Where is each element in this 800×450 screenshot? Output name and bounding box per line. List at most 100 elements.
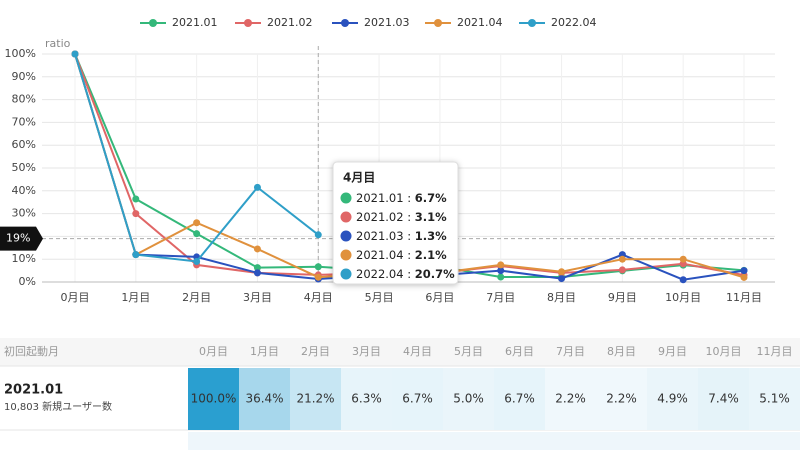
- x-tick-label: 8月目: [547, 291, 576, 304]
- point: [740, 267, 748, 275]
- tooltip-sep: :: [404, 248, 415, 262]
- table-col-header: 1月目: [250, 345, 279, 358]
- cell-label: 100.0%: [191, 392, 237, 406]
- tooltip-name: 2021.04: [356, 248, 404, 262]
- x-tick-label: 10月目: [665, 291, 701, 304]
- tooltip-title: 4月目: [343, 171, 375, 185]
- legend-label: 2021.01: [172, 16, 218, 29]
- point: [314, 263, 322, 271]
- x-tick-label: 4月目: [304, 291, 333, 304]
- point: [497, 267, 505, 275]
- tooltip-row: 2021.03 : 1.3%: [356, 229, 447, 243]
- tooltip-value: 6.7%: [415, 191, 447, 205]
- y-tick-label: 10%: [12, 252, 36, 265]
- tooltip-value: 1.3%: [415, 229, 447, 243]
- legend-dot: [244, 19, 252, 27]
- tooltip-row: 2021.01 : 6.7%: [356, 191, 447, 205]
- x-tick-label: 11月目: [726, 291, 762, 304]
- row-users: 10,803 新規ユーザー数: [4, 400, 112, 413]
- tooltip-value: 2.1%: [415, 248, 447, 262]
- heat-cell: [188, 368, 239, 430]
- cell-label: 5.0%: [453, 392, 484, 406]
- y-tick-label: 0%: [19, 275, 36, 288]
- cell-label: 36.4%: [245, 392, 283, 406]
- heat-cell: [545, 368, 596, 430]
- tooltip-sep: :: [404, 267, 415, 281]
- point: [253, 269, 261, 277]
- tooltip-dot: [340, 268, 352, 280]
- point: [132, 195, 140, 203]
- tooltip-bg: [332, 161, 459, 285]
- next-row-cells: [188, 432, 800, 450]
- y-tick-label: 30%: [12, 207, 36, 220]
- table-header-bg: [0, 338, 800, 366]
- point: [314, 231, 322, 239]
- x-tick-label: 9月目: [608, 291, 637, 304]
- point: [71, 50, 79, 58]
- heat-cell: [749, 368, 800, 430]
- point: [618, 255, 626, 263]
- heat-cell: [290, 368, 341, 430]
- y-tick-label: 100%: [5, 47, 36, 60]
- table-col-header: 9月目: [658, 345, 687, 358]
- point: [497, 261, 505, 269]
- heat-cell: [341, 368, 392, 430]
- y-tick-label: 50%: [12, 161, 36, 174]
- point: [558, 275, 566, 283]
- x-tick-label: 6月目: [425, 291, 454, 304]
- cell-label: 5.1%: [759, 392, 790, 406]
- table-col-header: 6月目: [505, 345, 534, 358]
- tooltip-dot: [340, 192, 352, 204]
- point: [193, 230, 201, 238]
- legend-dot: [149, 19, 157, 27]
- tooltip-row: 2021.04 : 2.1%: [356, 248, 447, 262]
- y-tick-label: 80%: [12, 93, 36, 106]
- cell-label: 4.9%: [657, 392, 688, 406]
- heat-cell: [443, 368, 494, 430]
- table-header: 初回起動月: [4, 344, 59, 358]
- cell-label: 21.2%: [296, 392, 334, 406]
- table-col-header: 5月目: [454, 345, 483, 358]
- cell-label: 2.2%: [555, 392, 586, 406]
- tooltip-dot: [340, 249, 352, 261]
- heat-cell: [494, 368, 545, 430]
- y-tick-label: 60%: [12, 138, 36, 151]
- point: [558, 268, 566, 276]
- cell-label: 6.3%: [351, 392, 382, 406]
- heat-cell: [647, 368, 698, 430]
- point: [193, 219, 201, 227]
- crosshair-label-bg: [0, 226, 43, 251]
- x-tick-label: 7月目: [486, 291, 515, 304]
- legend-label: 2021.03: [364, 16, 410, 29]
- tooltip-row: 2022.04 : 20.7%: [356, 267, 455, 281]
- cell-label: 6.7%: [402, 392, 433, 406]
- x-tick-label: 2月目: [182, 291, 211, 304]
- tooltip-sep: :: [404, 191, 415, 205]
- point: [497, 273, 505, 281]
- point: [193, 257, 201, 265]
- tooltip-value: 20.7%: [415, 267, 455, 281]
- legend-label: 2021.04: [457, 16, 503, 29]
- table-col-header: 7月目: [556, 345, 585, 358]
- table-col-header: 8月目: [607, 345, 636, 358]
- row-name: 2021.01: [4, 383, 63, 398]
- point: [253, 264, 261, 272]
- tooltip-dot: [340, 211, 352, 223]
- tooltip-dot: [340, 230, 352, 242]
- cell-label: 7.4%: [708, 392, 739, 406]
- point: [314, 273, 322, 281]
- table-col-header: 2月目: [301, 345, 330, 358]
- crosshair-label: 19%: [6, 232, 30, 245]
- table-col-header: 3月目: [352, 345, 381, 358]
- table: 初回起動月 2021.01 10,803 新規ユーザー数 0月目 1月目 2月目 3月…: [0, 338, 800, 450]
- tooltip-sep: :: [404, 210, 415, 224]
- tooltip-row: 2021.02 : 3.1%: [356, 210, 447, 224]
- point: [132, 210, 140, 218]
- tooltip-name: 2021.01: [356, 191, 404, 205]
- y-tick-label: 70%: [12, 115, 36, 128]
- table-col-header: 0月目: [199, 345, 228, 358]
- heat-cell: [698, 368, 749, 430]
- point: [679, 276, 687, 284]
- tooltip-name: 2021.02: [356, 210, 404, 224]
